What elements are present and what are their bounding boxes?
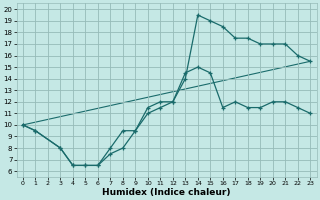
X-axis label: Humidex (Indice chaleur): Humidex (Indice chaleur) — [102, 188, 231, 197]
